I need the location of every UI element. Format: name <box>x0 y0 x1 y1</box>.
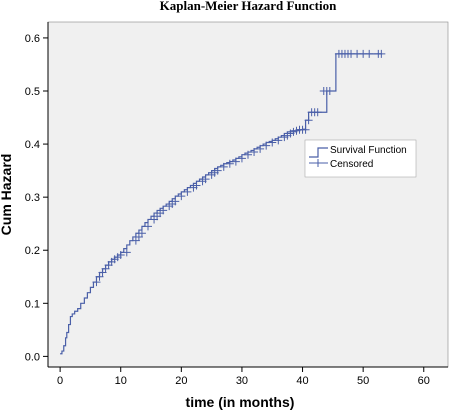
censored-marker <box>268 138 277 147</box>
y-tick-label: 0.4 <box>25 139 40 151</box>
legend: Survival Function Censored <box>304 139 417 178</box>
censored-marker <box>95 272 104 281</box>
censored-marker <box>183 187 192 196</box>
chart-title: Kaplan-Meier Hazard Function <box>160 0 337 13</box>
y-tick-label: 0.2 <box>25 245 40 257</box>
plot-area <box>47 21 449 368</box>
censored-marker <box>244 150 252 159</box>
plus-marker-icon <box>309 159 328 167</box>
censored-marker <box>250 148 259 157</box>
y-axis-title: Cum Hazard <box>0 154 14 236</box>
censored-marker <box>192 181 201 190</box>
legend-label-survival-function: Survival Function <box>330 145 407 156</box>
censored-marker <box>116 251 125 260</box>
y-tick-label: 0.1 <box>25 298 40 310</box>
censored-marker <box>213 166 222 175</box>
censored-marker <box>304 116 313 125</box>
censored-marker <box>256 144 265 153</box>
y-tick-label: 0.3 <box>25 192 40 204</box>
censored-marker <box>274 136 283 145</box>
x-tick-label: 20 <box>175 375 187 387</box>
censored-marker <box>262 141 271 150</box>
censored-marker <box>237 154 246 163</box>
x-ticks: 0 10 20 30 40 50 60 <box>57 367 430 387</box>
x-tick-label: 30 <box>236 375 248 387</box>
censored-marker <box>313 108 322 117</box>
censored-marker <box>365 49 374 58</box>
censored-marker <box>159 206 168 215</box>
legend-box <box>304 139 417 178</box>
censored-marker <box>201 175 210 184</box>
x-tick-label: 10 <box>115 375 127 387</box>
x-axis-title: time (in months) <box>186 394 295 410</box>
axes <box>47 22 448 368</box>
censored-marker <box>92 278 101 287</box>
censored-marker <box>219 162 228 171</box>
x-tick-label: 50 <box>357 375 369 387</box>
censored-marker <box>225 159 234 168</box>
censored-marker <box>325 87 334 95</box>
x-tick-label: 40 <box>296 375 308 387</box>
legend-label-censored: Censored <box>330 159 373 170</box>
censored-marker <box>177 192 186 201</box>
censored-marker <box>122 248 131 257</box>
y-tick-label: 0.0 <box>25 351 40 363</box>
censored-marker <box>301 125 310 134</box>
censored-marker <box>137 229 146 238</box>
x-tick-label: 60 <box>418 375 430 387</box>
step-line-icon <box>309 147 328 158</box>
censored-marker <box>144 222 152 231</box>
y-tick-label: 0.5 <box>25 86 40 98</box>
censored-marker <box>377 49 386 58</box>
series-layer <box>60 49 386 355</box>
censored-marker <box>231 157 240 166</box>
x-tick-label: 0 <box>57 375 63 387</box>
censored-marker <box>171 197 180 206</box>
y-ticks: 0.0 0.1 0.2 0.3 0.4 0.5 0.6 <box>25 33 48 363</box>
y-tick-label: 0.6 <box>25 33 40 45</box>
